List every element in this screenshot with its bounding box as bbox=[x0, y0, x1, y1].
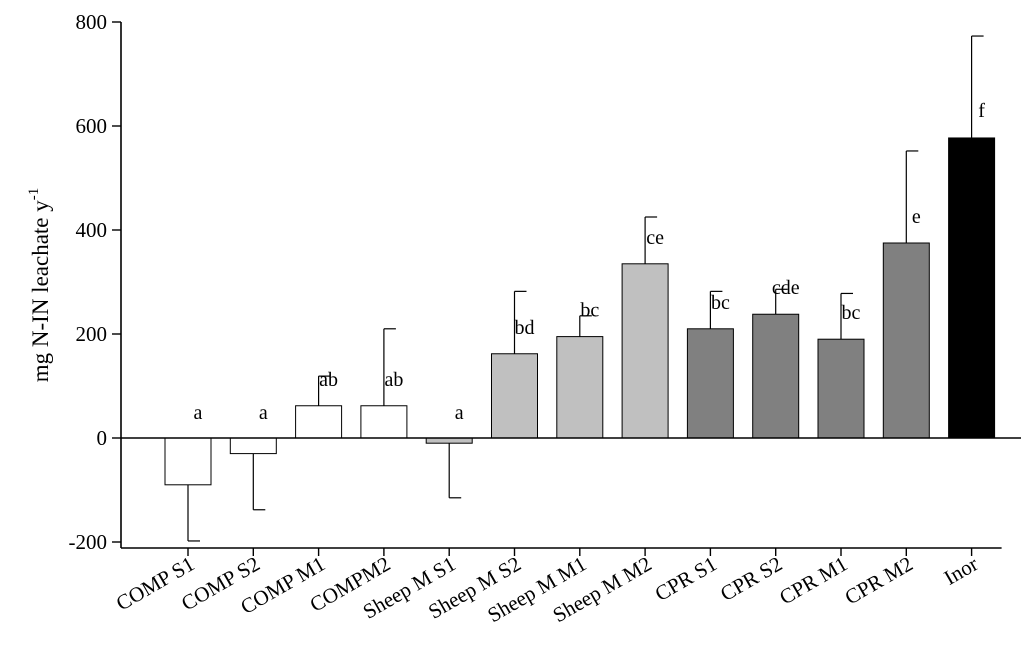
significance-letter: ab bbox=[384, 369, 403, 391]
significance-letter: ab bbox=[319, 369, 338, 391]
significance-letter: cde bbox=[772, 277, 800, 299]
bar bbox=[882, 242, 930, 439]
bar bbox=[752, 313, 800, 439]
y-axis-label-superscript: -1 bbox=[26, 188, 42, 201]
significance-letter: bc bbox=[711, 292, 730, 314]
y-tick-label: -200 bbox=[69, 530, 108, 554]
significance-letter: f bbox=[978, 100, 985, 122]
bar bbox=[948, 137, 996, 439]
significance-letter: bd bbox=[515, 317, 535, 339]
error-bars-layer bbox=[187, 35, 984, 542]
axes-layer bbox=[120, 22, 1021, 549]
y-tick-label: 600 bbox=[76, 114, 108, 138]
significance-letter: bc bbox=[842, 302, 861, 324]
significance-letter: e bbox=[912, 206, 921, 228]
x-tick-label: CPR M2 bbox=[841, 552, 917, 610]
y-axis-label-main: mg N-IN leachate y bbox=[28, 200, 53, 383]
bar bbox=[360, 405, 408, 439]
significance-letter: a bbox=[455, 402, 464, 424]
y-tick-label: 0 bbox=[97, 426, 108, 450]
y-tick-label: 400 bbox=[76, 218, 108, 242]
bar bbox=[229, 437, 277, 455]
y-axis-label: mg N-IN leachate y-1 bbox=[26, 188, 53, 383]
y-ticks-layer: -200 0 200 400 600 800 bbox=[69, 10, 121, 554]
bars-layer bbox=[164, 137, 996, 486]
bar bbox=[621, 263, 669, 439]
bar bbox=[817, 338, 865, 439]
significance-letter: a bbox=[259, 402, 268, 424]
bar bbox=[491, 353, 538, 439]
bar bbox=[686, 328, 734, 439]
x-tick-label: CPR M1 bbox=[775, 552, 851, 610]
bar bbox=[295, 405, 343, 439]
bar bbox=[556, 336, 604, 439]
x-tick-label: CPR S1 bbox=[651, 552, 721, 606]
significance-letter: ce bbox=[646, 227, 664, 249]
significance-letters-layer: a a ab ab a bd bc ce bc cde bc e f bbox=[194, 100, 986, 424]
y-tick-label: 800 bbox=[76, 10, 108, 34]
bar bbox=[164, 437, 212, 486]
x-tick-label: Inor bbox=[940, 552, 982, 590]
x-tick-label: CPR S2 bbox=[716, 552, 786, 606]
y-tick-label: 200 bbox=[76, 322, 108, 346]
significance-letter: a bbox=[194, 402, 203, 424]
significance-letter: bc bbox=[580, 300, 599, 322]
